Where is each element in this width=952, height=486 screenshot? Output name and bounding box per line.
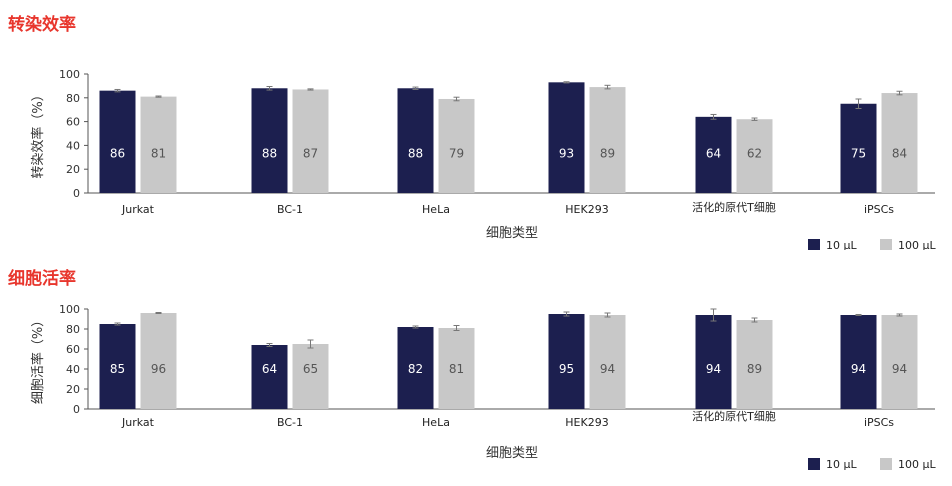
y-axis-title: 细胞活率（%）: [30, 314, 46, 404]
bar-series1: [251, 88, 288, 193]
data-label: 65: [303, 362, 318, 376]
cell-viability-chart: 0 20 40 60 80 100 细胞活率（%） 85 96 Jurkat 64 65 BC-1 82 8…: [30, 303, 936, 471]
legend-swatch-series2: [880, 458, 892, 470]
bar-series2: [589, 87, 626, 193]
bar-series1: [99, 90, 136, 193]
legend-label: 100 µL: [898, 458, 936, 471]
data-label: 94: [706, 362, 721, 376]
category-label: 活化的原代T细胞: [692, 200, 776, 214]
data-label: 88: [408, 147, 423, 161]
y-tick-label: 60: [66, 343, 80, 356]
data-label: 94: [892, 362, 907, 376]
category-label: HeLa: [422, 416, 450, 429]
data-label: 81: [151, 147, 166, 161]
data-label: 96: [151, 362, 166, 376]
data-label: 79: [449, 147, 464, 161]
data-label: 62: [747, 147, 762, 161]
data-label: 94: [851, 362, 866, 376]
category-label: Jurkat: [121, 203, 155, 216]
bar-series1: [695, 116, 732, 193]
bar-series2: [140, 96, 177, 193]
legend-swatch-series1: [808, 239, 820, 250]
data-label: 64: [262, 362, 277, 376]
bar-series1: [397, 327, 434, 409]
bar-series2: [881, 93, 918, 193]
legend-swatch-series1: [808, 458, 820, 470]
data-label: 88: [262, 147, 277, 161]
chart-1-title: 转染效率: [8, 15, 76, 35]
category-label: 活化的原代T细胞: [692, 409, 776, 423]
bar-series1: [840, 315, 877, 409]
y-tick-label: 20: [66, 383, 80, 396]
bar-series2: [292, 344, 329, 409]
y-tick-label: 100: [59, 303, 80, 316]
transfection-efficiency-chart: 0 20 40 60 80 100 转染效率（%） 86 81 Jurkat 88 87 BC-1 88 7…: [30, 68, 936, 250]
bar-series1: [548, 82, 585, 193]
bar-series1: [99, 324, 136, 409]
category-label: HeLa: [422, 203, 450, 216]
data-label: 84: [892, 147, 907, 161]
x-axis-title: 细胞类型: [486, 446, 538, 461]
data-label: 86: [110, 147, 125, 161]
data-label: 75: [851, 147, 866, 161]
category-label: iPSCs: [864, 416, 894, 429]
y-axis-title: 转染效率（%）: [30, 88, 46, 178]
bar-series2: [438, 328, 475, 409]
y-tick-label: 40: [66, 139, 80, 152]
bar-series1: [840, 103, 877, 193]
data-label: 82: [408, 362, 423, 376]
data-label: 89: [747, 362, 762, 376]
bar-series1: [397, 88, 434, 193]
bar-series2: [881, 315, 918, 409]
y-tick-label: 40: [66, 363, 80, 376]
x-axis-title: 细胞类型: [486, 226, 538, 241]
bar-series2: [589, 315, 626, 409]
bar-series2: [292, 89, 329, 193]
data-label: 85: [110, 362, 125, 376]
y-tick-label: 100: [59, 68, 80, 81]
data-label: 64: [706, 147, 721, 161]
bar-series1: [548, 314, 585, 409]
data-label: 95: [559, 362, 574, 376]
bar-series1: [695, 315, 732, 409]
y-tick-label: 0: [73, 187, 80, 200]
y-tick-label: 60: [66, 116, 80, 129]
data-label: 81: [449, 362, 464, 376]
data-label: 87: [303, 147, 318, 161]
category-label: iPSCs: [864, 203, 894, 216]
bar-series2: [140, 313, 177, 409]
data-label: 93: [559, 147, 574, 161]
y-tick-label: 80: [66, 92, 80, 105]
y-tick-label: 0: [73, 403, 80, 416]
bar-series2: [736, 320, 773, 409]
category-label: HEK293: [565, 416, 608, 429]
y-tick-label: 20: [66, 163, 80, 176]
legend-label: 100 µL: [898, 239, 936, 250]
category-label: HEK293: [565, 203, 608, 216]
bar-series1: [251, 345, 288, 409]
chart-2-title: 细胞活率: [8, 269, 76, 289]
category-label: BC-1: [277, 416, 303, 429]
bar-series2: [736, 119, 773, 193]
data-label: 89: [600, 147, 615, 161]
legend-label: 10 µL: [826, 458, 857, 471]
category-label: BC-1: [277, 203, 303, 216]
legend-label: 10 µL: [826, 239, 857, 250]
y-tick-label: 80: [66, 323, 80, 336]
bar-series2: [438, 98, 475, 193]
category-label: Jurkat: [121, 416, 155, 429]
legend-swatch-series2: [880, 239, 892, 250]
data-label: 94: [600, 362, 615, 376]
